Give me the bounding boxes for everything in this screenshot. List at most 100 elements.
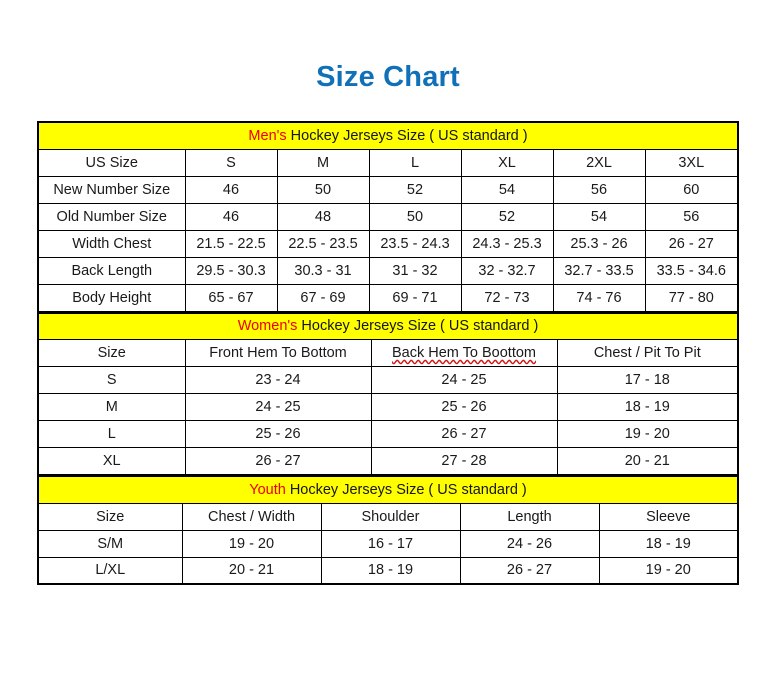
table-row: Width Chest 21.5 - 22.5 22.5 - 23.5 23.5… <box>37 229 739 258</box>
mens-row-0-val-5: 60 <box>644 175 739 204</box>
mens-row-0-val-2: 52 <box>368 175 462 204</box>
womens-row-2-label: L <box>37 420 186 448</box>
womens-row-0-val-2: 17 - 18 <box>556 366 739 394</box>
mens-header-row: US Size S M L XL 2XL 3XL <box>37 148 739 177</box>
mens-band-accent: Men's <box>248 127 287 144</box>
mens-row-3-val-5: 33.5 - 34.6 <box>644 256 739 285</box>
womens-col-2-text: Back Hem To Boottom <box>392 345 536 361</box>
mens-row-0-val-0: 46 <box>184 175 278 204</box>
mens-row-4-label: Body Height <box>37 283 186 312</box>
youth-row-1-val-0: 20 - 21 <box>181 556 322 585</box>
table-row: XL 26 - 27 27 - 28 20 - 21 <box>37 447 739 475</box>
womens-header-row: Size Front Hem To Bottom Back Hem To Boo… <box>37 339 739 367</box>
mens-row-1-val-5: 56 <box>644 202 739 231</box>
womens-row-3-label: XL <box>37 447 186 475</box>
womens-band-accent: Women's <box>237 318 298 335</box>
mens-col-6: 3XL <box>644 148 739 177</box>
youth-row-0-val-3: 18 - 19 <box>598 529 739 558</box>
womens-row-0-val-0: 23 - 24 <box>184 366 372 394</box>
mens-row-3-val-2: 31 - 32 <box>368 256 462 285</box>
table-row: New Number Size 46 50 52 54 56 60 <box>37 175 739 204</box>
youth-col-2: Shoulder <box>320 502 461 531</box>
youth-col-1: Chest / Width <box>181 502 322 531</box>
youth-band-accent: Youth <box>249 481 286 498</box>
womens-col-0: Size <box>37 339 186 367</box>
womens-row-0-label: S <box>37 366 186 394</box>
youth-row-0-label: S/M <box>37 529 183 558</box>
youth-row-0-val-2: 24 - 26 <box>459 529 600 558</box>
mens-row-4-val-5: 77 - 80 <box>644 283 739 312</box>
mens-row-3-val-3: 32 - 32.7 <box>460 256 554 285</box>
youth-header-row: Size Chest / Width Shoulder Length Sleev… <box>37 502 739 531</box>
mens-row-1-val-1: 48 <box>276 202 370 231</box>
page-title: Size Chart <box>316 61 460 93</box>
mens-row-2-label: Width Chest <box>37 229 186 258</box>
table-row: M 24 - 25 25 - 26 18 - 19 <box>37 393 739 421</box>
youth-section-band-row: Youth Hockey Jerseys Size ( US standard … <box>37 475 739 504</box>
table-row: L 25 - 26 26 - 27 19 - 20 <box>37 420 739 448</box>
womens-row-3-val-1: 27 - 28 <box>370 447 558 475</box>
womens-row-2-val-2: 19 - 20 <box>556 420 739 448</box>
mens-row-2-val-1: 22.5 - 23.5 <box>276 229 370 258</box>
youth-size-table: Youth Hockey Jerseys Size ( US standard … <box>37 475 739 585</box>
womens-band-rest: Hockey Jerseys Size ( US standard ) <box>297 318 539 335</box>
womens-col-3: Chest / Pit To Pit <box>556 339 739 367</box>
womens-section-band: Women's Hockey Jerseys Size ( US standar… <box>37 312 739 340</box>
womens-row-2-val-1: 26 - 27 <box>370 420 558 448</box>
mens-row-4-val-2: 69 - 71 <box>368 283 462 312</box>
youth-row-1-val-2: 26 - 27 <box>459 556 600 585</box>
youth-row-1-val-1: 18 - 19 <box>320 556 461 585</box>
mens-col-1: S <box>184 148 278 177</box>
mens-section-band: Men's Hockey Jerseys Size ( US standard … <box>37 121 739 150</box>
mens-col-2: M <box>276 148 370 177</box>
mens-row-1-val-0: 46 <box>184 202 278 231</box>
womens-row-1-val-2: 18 - 19 <box>556 393 739 421</box>
mens-col-4: XL <box>460 148 554 177</box>
mens-size-table: Men's Hockey Jerseys Size ( US standard … <box>37 121 740 312</box>
size-tables-container: Men's Hockey Jerseys Size ( US standard … <box>37 121 740 585</box>
womens-size-table: Women's Hockey Jerseys Size ( US standar… <box>37 311 740 475</box>
mens-row-2-val-3: 24.3 - 25.3 <box>460 229 554 258</box>
mens-band-rest: Hockey Jerseys Size ( US standard ) <box>286 127 528 144</box>
table-row: Body Height 65 - 67 67 - 69 69 - 71 72 -… <box>37 283 739 312</box>
mens-row-2-val-0: 21.5 - 22.5 <box>184 229 278 258</box>
womens-row-2-val-0: 25 - 26 <box>184 420 372 448</box>
youth-row-1-label: L/XL <box>37 556 183 585</box>
table-row: L/XL 20 - 21 18 - 19 26 - 27 19 - 20 <box>37 556 739 585</box>
womens-row-1-val-0: 24 - 25 <box>184 393 372 421</box>
youth-row-1-val-3: 19 - 20 <box>598 556 739 585</box>
mens-row-0-val-4: 56 <box>552 175 646 204</box>
womens-row-3-val-0: 26 - 27 <box>184 447 372 475</box>
womens-row-0-val-1: 24 - 25 <box>370 366 558 394</box>
mens-row-2-val-5: 26 - 27 <box>644 229 739 258</box>
womens-section-band-row: Women's Hockey Jerseys Size ( US standar… <box>37 312 739 340</box>
table-row: Old Number Size 46 48 50 52 54 56 <box>37 202 739 231</box>
mens-row-3-label: Back Length <box>37 256 186 285</box>
youth-row-0-val-1: 16 - 17 <box>320 529 461 558</box>
mens-row-4-val-3: 72 - 73 <box>460 283 554 312</box>
mens-row-3-val-0: 29.5 - 30.3 <box>184 256 278 285</box>
mens-row-0-val-3: 54 <box>460 175 554 204</box>
youth-col-4: Sleeve <box>598 502 739 531</box>
mens-col-0: US Size <box>37 148 186 177</box>
table-row: S/M 19 - 20 16 - 17 24 - 26 18 - 19 <box>37 529 739 558</box>
mens-row-4-val-4: 74 - 76 <box>552 283 646 312</box>
mens-section-band-row: Men's Hockey Jerseys Size ( US standard … <box>37 121 739 150</box>
mens-row-4-val-1: 67 - 69 <box>276 283 370 312</box>
mens-row-3-val-4: 32.7 - 33.5 <box>552 256 646 285</box>
youth-col-3: Length <box>459 502 600 531</box>
mens-row-1-val-4: 54 <box>552 202 646 231</box>
mens-row-2-val-4: 25.3 - 26 <box>552 229 646 258</box>
mens-row-3-val-1: 30.3 - 31 <box>276 256 370 285</box>
womens-col-2: Back Hem To Boottom <box>370 339 558 367</box>
table-row: Back Length 29.5 - 30.3 30.3 - 31 31 - 3… <box>37 256 739 285</box>
youth-col-0: Size <box>37 502 183 531</box>
womens-col-1: Front Hem To Bottom <box>184 339 372 367</box>
mens-col-5: 2XL <box>552 148 646 177</box>
womens-row-1-label: M <box>37 393 186 421</box>
youth-row-0-val-0: 19 - 20 <box>181 529 322 558</box>
table-row: S 23 - 24 24 - 25 17 - 18 <box>37 366 739 394</box>
womens-row-3-val-2: 20 - 21 <box>556 447 739 475</box>
mens-row-1-label: Old Number Size <box>37 202 186 231</box>
